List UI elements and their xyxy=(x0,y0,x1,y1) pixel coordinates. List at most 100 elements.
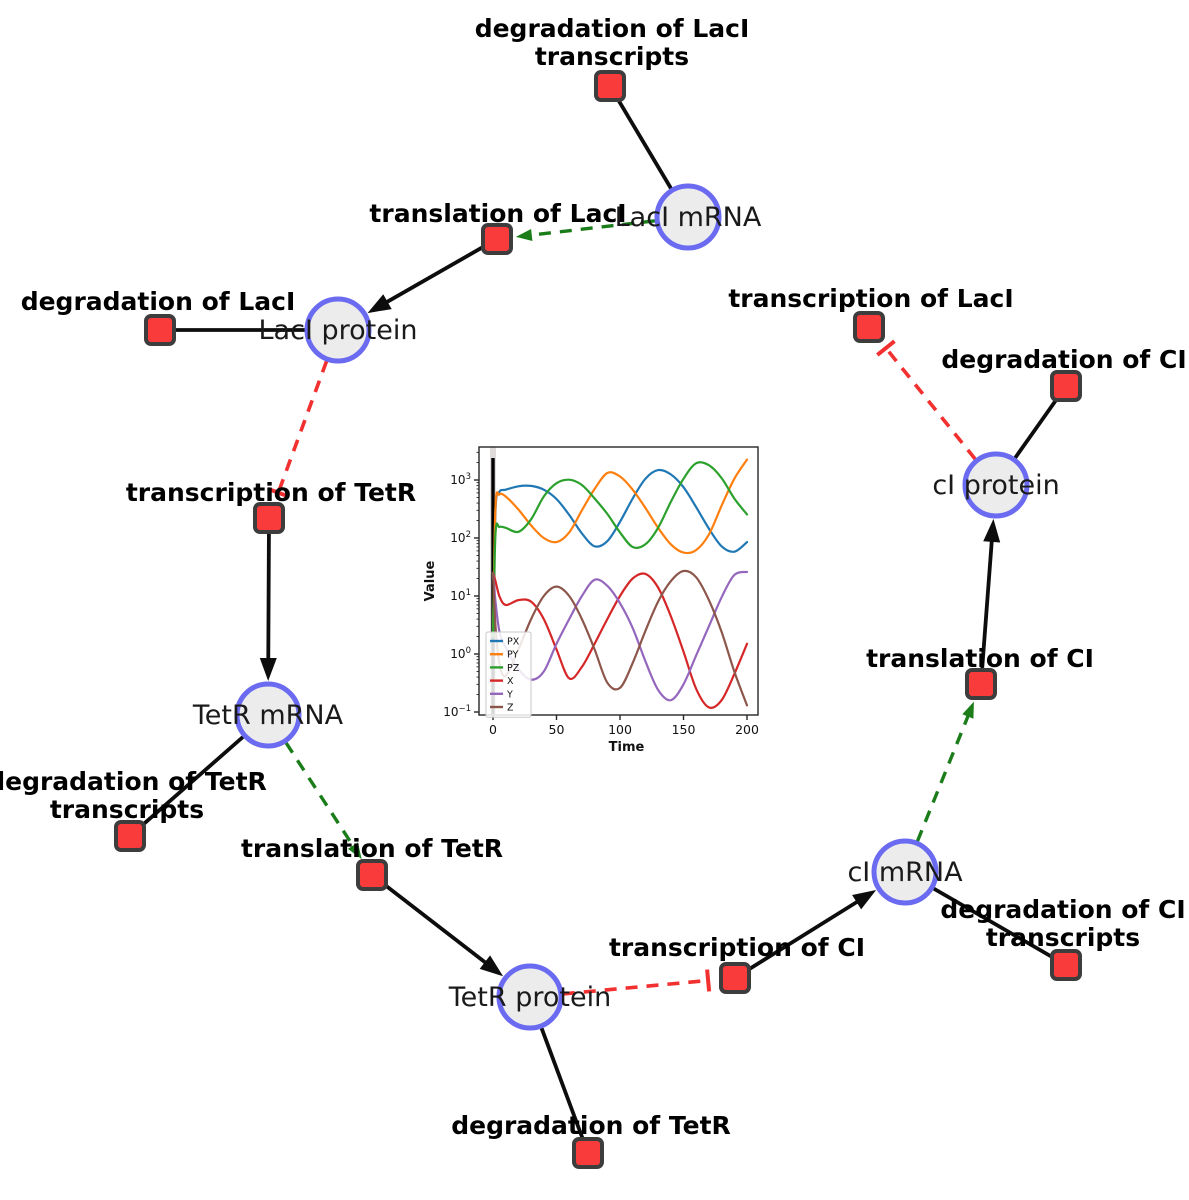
production-edge-line xyxy=(747,898,861,972)
reaction-node-deg_ci_tr xyxy=(1050,949,1082,981)
nodes-layer xyxy=(114,70,1082,1169)
reaction-node-transl_laci xyxy=(481,223,513,255)
species-node-tetr_protein xyxy=(496,963,564,1031)
reaction-label-trsc_laci: transcription of LacI xyxy=(728,284,1013,313)
arrowhead-icon xyxy=(479,955,504,977)
species-node-laci_mrna xyxy=(654,183,722,251)
reaction-label-deg_laci_tr: degradation of LacI transcripts xyxy=(475,14,750,71)
catalysis-arrowhead-icon xyxy=(515,229,533,241)
species-node-ci_mrna xyxy=(871,838,939,906)
reaction-label-transl_tetr: translation of TetR xyxy=(241,834,503,863)
edge-tetr_mrna-transl_tetr xyxy=(284,741,362,860)
catalysis-arrowhead-icon xyxy=(347,842,362,860)
reaction-node-transl_tetr xyxy=(356,859,388,891)
reaction-edge-line xyxy=(539,1027,585,1139)
series-curve-PY xyxy=(491,458,749,638)
x-tick-label: 150 xyxy=(672,722,696,737)
reaction-edge-line xyxy=(140,735,245,827)
arrowhead-icon xyxy=(259,657,277,682)
reaction-label-transl_laci: translation of LacI xyxy=(369,199,626,228)
reaction-label-deg_tetr: degradation of TetR xyxy=(451,1111,731,1140)
reaction-node-trsc_tetr xyxy=(253,502,285,534)
edge-trsc_ci-ci_mrna xyxy=(747,889,877,972)
legend-label-PZ: PZ xyxy=(507,663,520,674)
legend-label-Z: Z xyxy=(507,703,514,714)
edge-transl_ci-ci_protein xyxy=(980,518,1001,669)
inset-plot: 0 50 100 150 200 Time 10−1 100 101 102 103 Value PX P… xyxy=(423,446,759,755)
reaction-label-transl_ci: translation of CI xyxy=(866,644,1094,673)
arrowhead-icon xyxy=(852,889,877,910)
edge-tetr_mrna-deg_tetr_tr xyxy=(140,735,245,827)
inhibition-tbar-icon xyxy=(267,486,290,499)
y-tick-label: 103 xyxy=(450,472,471,487)
inhibition-tbar-icon xyxy=(705,969,712,992)
y-tick-label: 10−1 xyxy=(443,704,471,719)
edge-tetr_protein-trsc_ci xyxy=(562,969,712,996)
species-node-laci_protein xyxy=(304,296,372,364)
reaction-node-trsc_laci xyxy=(853,311,885,343)
reaction-label-deg_laci: degradation of LacI xyxy=(21,287,296,316)
edge-trsc_tetr-tetr_mrna xyxy=(259,533,277,682)
reaction-node-deg_ci xyxy=(1050,370,1082,402)
reaction-label-trsc_tetr: transcription of TetR xyxy=(126,478,416,507)
y-tick-label: 100 xyxy=(450,646,471,661)
edge-laci_mrna-transl_laci xyxy=(515,219,656,241)
production-edge-line xyxy=(383,883,489,966)
x-axis-title: Time xyxy=(609,740,645,755)
edge-ci_mrna-deg_ci_tr xyxy=(932,886,1054,959)
species-label-laci_protein: LacI protein xyxy=(259,315,418,346)
inhibition-tbar-icon xyxy=(876,339,896,357)
legend-label-PY: PY xyxy=(507,650,519,661)
species-label-ci_mrna: cI mRNA xyxy=(847,857,963,888)
series-curve-PX xyxy=(491,468,749,638)
legend-label-PX: PX xyxy=(507,637,520,648)
inhibition-edge-line xyxy=(884,346,977,461)
edge-ci_protein-trsc_laci xyxy=(876,339,977,461)
labels-layer: degradation of LacI transcripts translatio… xyxy=(0,14,1187,1140)
edges-layer xyxy=(140,98,1059,1139)
y-axis-title: Value xyxy=(423,560,438,601)
species-label-ci_protein: cI protein xyxy=(932,470,1059,501)
inhibition-edge-line xyxy=(276,360,329,494)
production-edge-line xyxy=(266,533,271,662)
reaction-node-transl_ci xyxy=(965,668,997,700)
x-tick-label: 50 xyxy=(549,722,565,737)
x-tick-label: 0 xyxy=(489,722,497,737)
legend-label-X: X xyxy=(507,676,514,687)
edge-ci_mrna-transl_ci xyxy=(915,701,974,843)
species-node-ci_protein xyxy=(962,451,1030,519)
catalysis-edge-line xyxy=(284,741,356,850)
species-node-tetr_mrna xyxy=(234,681,302,749)
edge-tetr_protein-deg_tetr xyxy=(539,1027,585,1139)
reaction-edge-line xyxy=(1013,397,1059,460)
arrowhead-icon xyxy=(983,518,1001,543)
y-tick-label: 101 xyxy=(450,588,471,603)
edge-transl_tetr-tetr_protein xyxy=(383,883,504,977)
reaction-label-deg_ci: degradation of CI xyxy=(941,345,1186,374)
inhibition-edge-line xyxy=(562,978,709,996)
edge-laci_mrna-deg_laci_tr xyxy=(616,98,673,190)
y-tick-label: 102 xyxy=(450,530,471,545)
catalysis-edge-line xyxy=(528,219,656,238)
legend-label-Y: Y xyxy=(506,689,513,700)
series-curve-X xyxy=(491,571,749,709)
reaction-label-deg_tetr_tr: degradation of TetR transcripts xyxy=(0,767,267,824)
arrowhead-icon xyxy=(367,294,392,314)
reaction-node-deg_laci_tr xyxy=(594,70,626,102)
catalysis-arrowhead-icon xyxy=(962,701,974,719)
production-edge-line xyxy=(980,538,994,669)
reaction-edge-line xyxy=(616,98,673,190)
edge-ci_protein-deg_ci xyxy=(1013,397,1059,460)
series-curve-PZ xyxy=(491,461,749,638)
edge-laci_protein-trsc_tetr xyxy=(267,360,329,499)
x-tick-label: 100 xyxy=(608,722,632,737)
reaction-node-deg_laci xyxy=(144,314,176,346)
reaction-edge-line xyxy=(932,886,1054,959)
species-label-laci_mrna: LacI mRNA xyxy=(615,202,762,233)
reaction-label-deg_ci_tr: degradation of CI transcripts xyxy=(940,895,1185,952)
catalysis-edge-line xyxy=(915,713,971,843)
reaction-node-deg_tetr_tr xyxy=(114,820,146,852)
reaction-node-trsc_ci xyxy=(719,962,751,994)
